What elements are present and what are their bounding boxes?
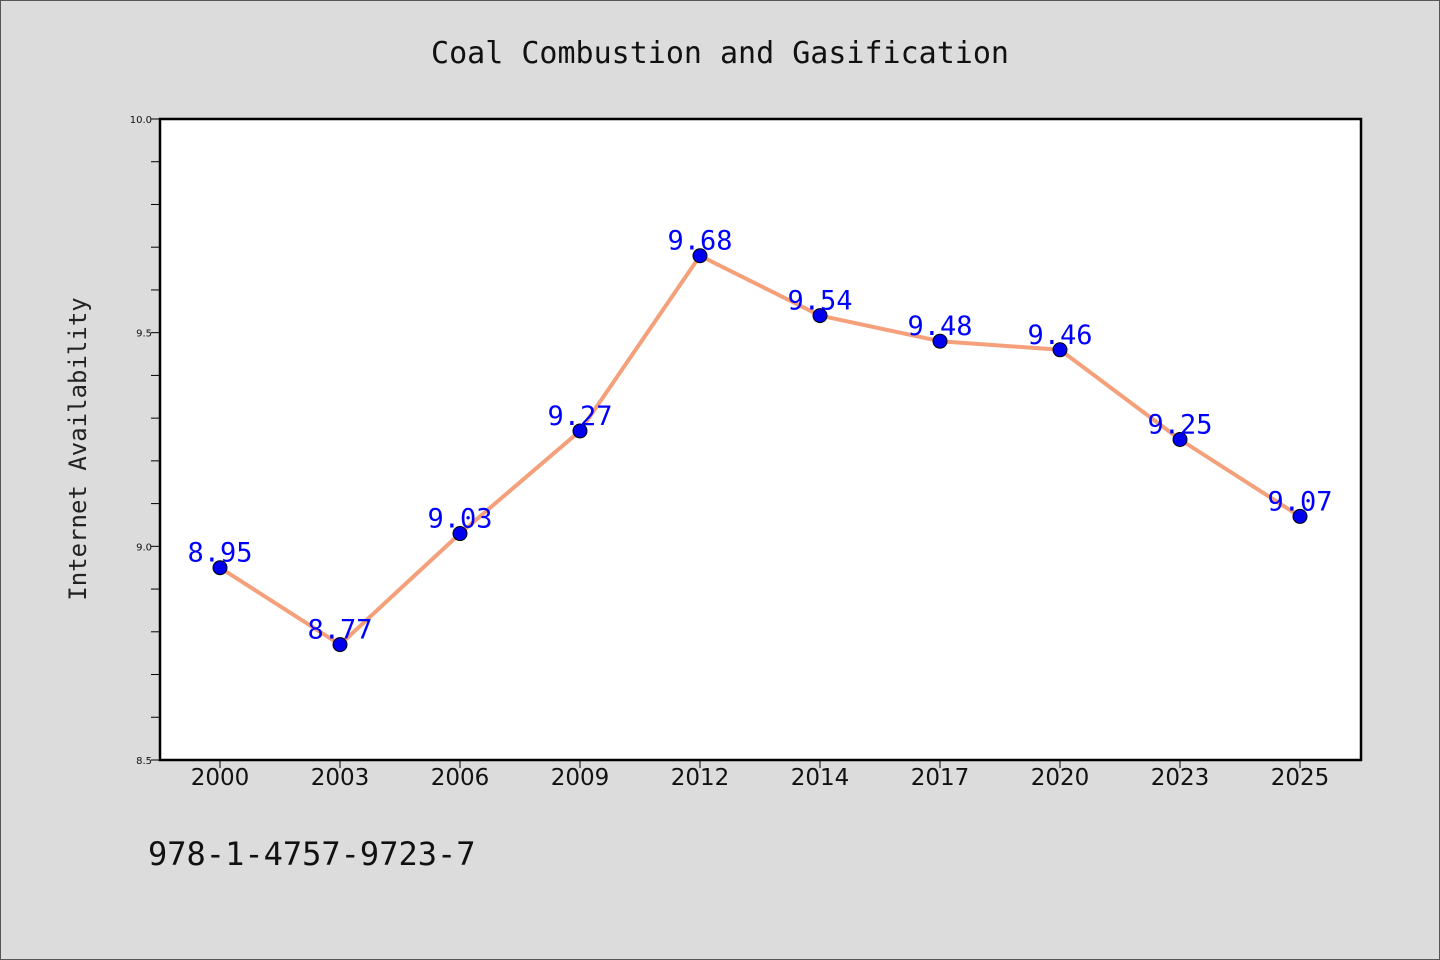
data-labels: 8.95 8.77 9.03 9.27 9.68 9.54 9.48 9.46 9.25 9.07 [187, 226, 1332, 646]
data-label: 9.68 [667, 226, 732, 257]
data-label: 9.03 [427, 504, 492, 535]
y-tick-label: 9.0 [136, 542, 152, 553]
x-tick-label: 2025 [1271, 765, 1330, 791]
x-tick-label: 2009 [551, 765, 610, 791]
series-line [218, 253, 1302, 647]
x-tick-label: 2014 [791, 765, 850, 791]
data-label: 9.46 [1027, 320, 1092, 351]
data-point [572, 423, 588, 439]
data-label: 9.54 [787, 286, 852, 317]
series-polyline [218, 253, 1302, 647]
chart-title: Coal Combustion and Gasification [431, 36, 1009, 71]
data-point [692, 248, 708, 264]
x-axis-ticks: 2000 2003 2006 2009 2012 2014 2017 2020 2023 2025 [191, 760, 1330, 791]
x-tick-label: 2000 [191, 765, 250, 791]
data-point [1292, 508, 1308, 524]
isbn-text: 978-1-4757-9723-7 [148, 835, 476, 873]
data-point [452, 526, 468, 542]
data-label: 8.77 [307, 615, 372, 646]
data-point [1052, 342, 1068, 358]
data-label: 9.48 [907, 311, 972, 342]
series-markers [212, 248, 1308, 653]
data-label: 9.07 [1267, 486, 1332, 517]
plot-area [158, 117, 1363, 762]
data-point [812, 308, 828, 324]
data-label: 8.95 [187, 538, 252, 569]
y-axis-ticks: 8.5 9.0 9.5 10.0 [130, 115, 160, 767]
x-tick-label: 2012 [671, 765, 730, 791]
data-point [212, 560, 228, 576]
y-axis-label: Internet Availability [64, 297, 92, 600]
y-tick-label: 10.0 [130, 115, 152, 126]
x-tick-label: 2017 [911, 765, 970, 791]
x-tick-label: 2020 [1031, 765, 1090, 791]
y-tick-label: 8.5 [136, 756, 152, 767]
data-label: 9.27 [547, 401, 612, 432]
x-tick-label: 2023 [1151, 765, 1210, 791]
data-point [332, 637, 348, 653]
x-tick-label: 2003 [311, 765, 370, 791]
x-tick-label: 2006 [431, 765, 490, 791]
data-label: 9.25 [1147, 410, 1212, 441]
data-point [932, 333, 948, 349]
y-tick-label: 9.5 [136, 329, 152, 340]
data-point [1172, 432, 1188, 447]
